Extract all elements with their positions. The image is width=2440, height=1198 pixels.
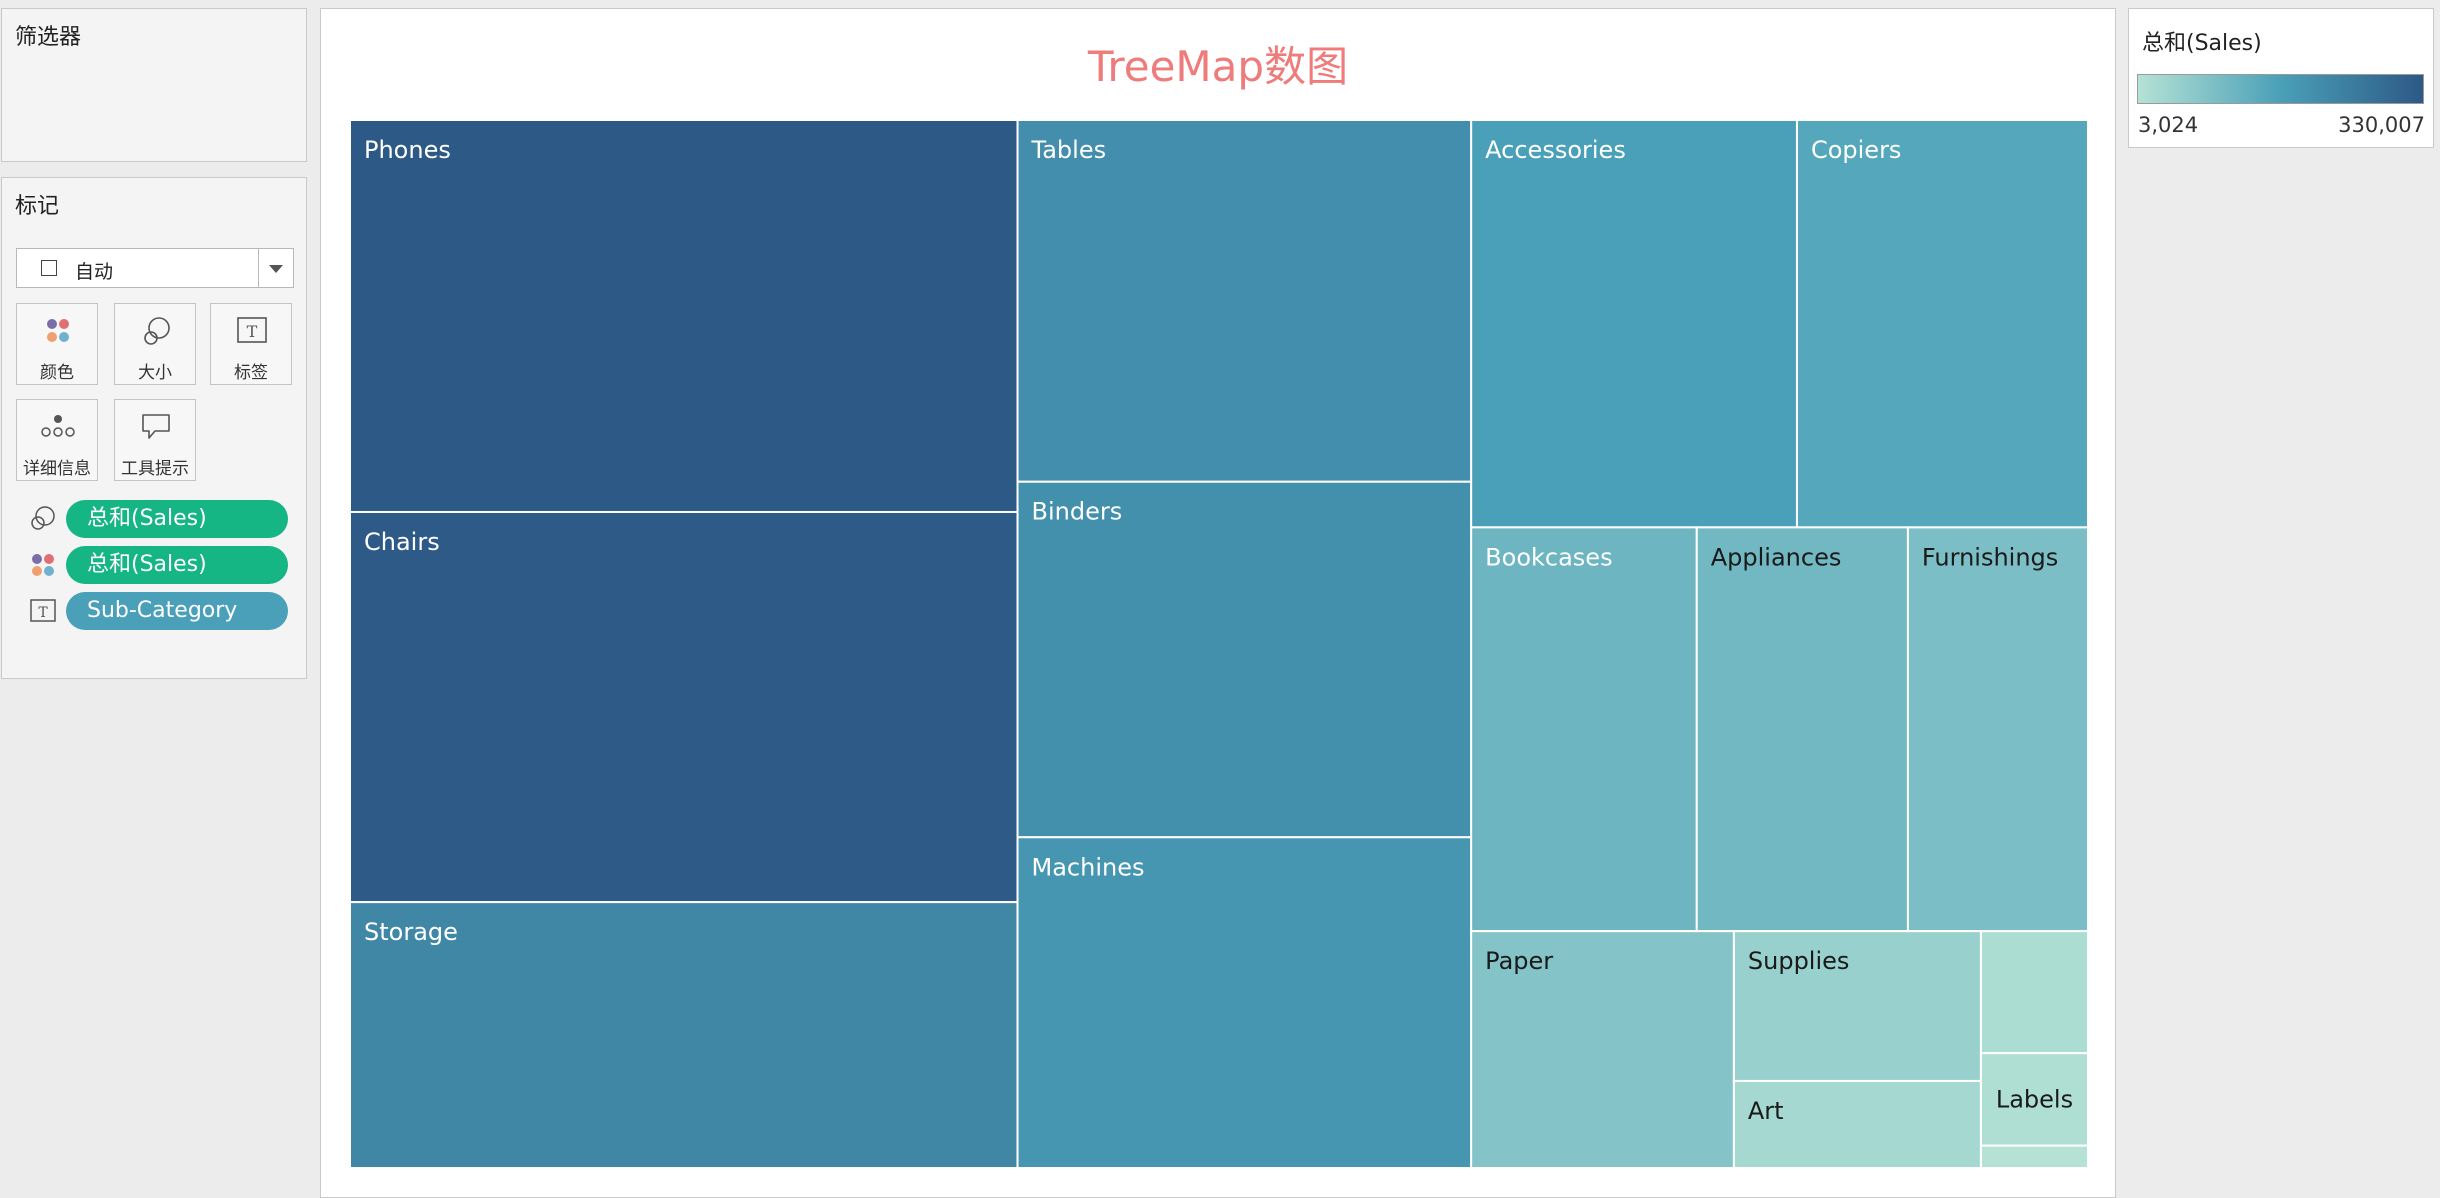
treemap-label-furnishings: Furnishings [1922, 543, 2058, 571]
filters-title: 筛选器 [15, 25, 82, 50]
treemap-label-tables: Tables [1031, 136, 1107, 164]
size-icon [31, 506, 55, 530]
marks-title: 标记 [15, 194, 60, 219]
treemap-view: TreeMap数图 Phones Chairs Storage Tables Binde… [320, 8, 2116, 1198]
treemap-label-bookcases: Bookcases [1485, 543, 1612, 571]
treemap-rect-supplies[interactable] [1732, 930, 1982, 1082]
treemap-rect-phones[interactable] [350, 120, 1019, 513]
treemap-rect-furnishings[interactable] [1906, 526, 2088, 933]
treemap-rect-machines[interactable] [1016, 836, 1473, 1168]
treemap-cell-phones[interactable]: Phones [350, 120, 1019, 513]
treemap-rect-chairs[interactable] [350, 510, 1019, 904]
treemap-chart[interactable]: Phones Chairs Storage Tables Binders Machines… [350, 120, 2088, 1168]
square-mark-icon [41, 260, 57, 276]
label-icon: T [30, 599, 56, 622]
treemap-rect-copiers[interactable] [1795, 120, 2088, 529]
treemap-label-labels: Labels [1996, 1085, 2073, 1113]
label-button-label: 标签 [234, 363, 268, 383]
treemap-label-chairs: Chairs [364, 528, 440, 556]
treemap-rect-envelopes[interactable] [1979, 930, 2088, 1055]
tooltip-button-label: 工具提示 [121, 459, 189, 479]
label-button[interactable]: T 标签 [210, 303, 292, 385]
dropdown-divider [258, 249, 259, 287]
treemap-rect-binders[interactable] [1016, 480, 1473, 839]
color-legend: 总和(Sales) 3,024 330,007 [2128, 8, 2434, 148]
treemap-cell-chairs[interactable]: Chairs [350, 510, 1019, 904]
legend-gradient [2137, 74, 2424, 104]
detail-button-label: 详细信息 [23, 459, 91, 479]
treemap-cell-art[interactable]: Art [1732, 1079, 1982, 1168]
marks-card: 标记 自动 颜色 大小 T 标签 详细信息 [1, 177, 307, 679]
color-dots-icon [47, 319, 69, 342]
treemap-label-machines: Machines [1032, 853, 1145, 881]
legend-min-label: 3,024 [2138, 113, 2199, 137]
size-icon [144, 317, 170, 345]
color-pill-sales[interactable]: 总和(Sales) [66, 546, 288, 584]
label-pill-subcategory[interactable]: Sub-Category [66, 592, 288, 630]
color-button[interactable]: 颜色 [16, 303, 98, 385]
label-icon: T [237, 317, 267, 343]
color-button-label: 颜色 [40, 363, 74, 383]
svg-text:T: T [247, 322, 258, 341]
treemap-label-binders: Binders [1032, 498, 1123, 526]
tooltip-button[interactable]: 工具提示 [114, 399, 196, 481]
treemap-cell-machines[interactable]: Machines [1016, 836, 1473, 1168]
treemap-label-storage: Storage [364, 918, 458, 946]
treemap-rect-tables[interactable] [1016, 120, 1473, 483]
color-dots-icon [32, 554, 54, 576]
treemap-label-paper: Paper [1485, 947, 1553, 975]
treemap-label-art: Art [1748, 1097, 1784, 1125]
size-button-label: 大小 [138, 363, 172, 383]
treemap-rect-bookcases[interactable] [1470, 526, 1698, 933]
treemap-cell-supplies[interactable]: Supplies [1732, 930, 1982, 1082]
chart-title: TreeMap数图 [1087, 42, 1349, 91]
treemap-label-copiers: Copiers [1811, 136, 1901, 164]
mark-type-dropdown[interactable]: 自动 [16, 248, 294, 288]
treemap-rect-art[interactable] [1732, 1079, 1982, 1168]
treemap-label-supplies: Supplies [1748, 947, 1850, 975]
treemap-cell-envelopes[interactable] [1979, 930, 2088, 1055]
size-pill-sales[interactable]: 总和(Sales) [66, 500, 288, 538]
treemap-cell-binders[interactable]: Binders [1016, 480, 1473, 839]
treemap-rect-storage[interactable] [350, 901, 1019, 1168]
svg-text:T: T [38, 605, 48, 621]
treemap-label-phones: Phones [364, 136, 451, 164]
detail-button[interactable]: 详细信息 [16, 399, 98, 481]
treemap-cell-storage[interactable]: Storage [350, 901, 1019, 1168]
treemap-cell-bookcases[interactable]: Bookcases [1470, 526, 1698, 933]
treemap-rect-accessories[interactable] [1470, 120, 1798, 529]
treemap-cell-labels[interactable]: Labels [1979, 1052, 2088, 1147]
mark-type-label: 自动 [75, 261, 114, 283]
treemap-cell-appliances[interactable]: Appliances [1695, 526, 1909, 933]
treemap-cell-furnishings[interactable]: Furnishings [1906, 526, 2088, 933]
filters-panel[interactable]: 筛选器 [1, 8, 307, 162]
treemap-rect-appliances[interactable] [1695, 526, 1909, 933]
detail-icon [41, 415, 75, 437]
tooltip-icon [142, 414, 170, 439]
size-button[interactable]: 大小 [114, 303, 196, 385]
chevron-down-icon[interactable] [269, 265, 283, 273]
legend-title: 总和(Sales) [2142, 31, 2262, 56]
treemap-cell-accessories[interactable]: Accessories [1470, 120, 1798, 529]
treemap-cell-paper[interactable]: Paper [1470, 930, 1735, 1168]
treemap-label-accessories: Accessories [1485, 136, 1626, 164]
treemap-rect-fasteners[interactable] [1979, 1144, 2088, 1168]
treemap-label-appliances: Appliances [1711, 543, 1842, 571]
treemap-cell-tables[interactable]: Tables [1016, 120, 1473, 483]
legend-max-label: 330,007 [2338, 113, 2425, 137]
treemap-cell-fasteners[interactable] [1979, 1144, 2088, 1168]
treemap-cell-copiers[interactable]: Copiers [1795, 120, 2088, 529]
